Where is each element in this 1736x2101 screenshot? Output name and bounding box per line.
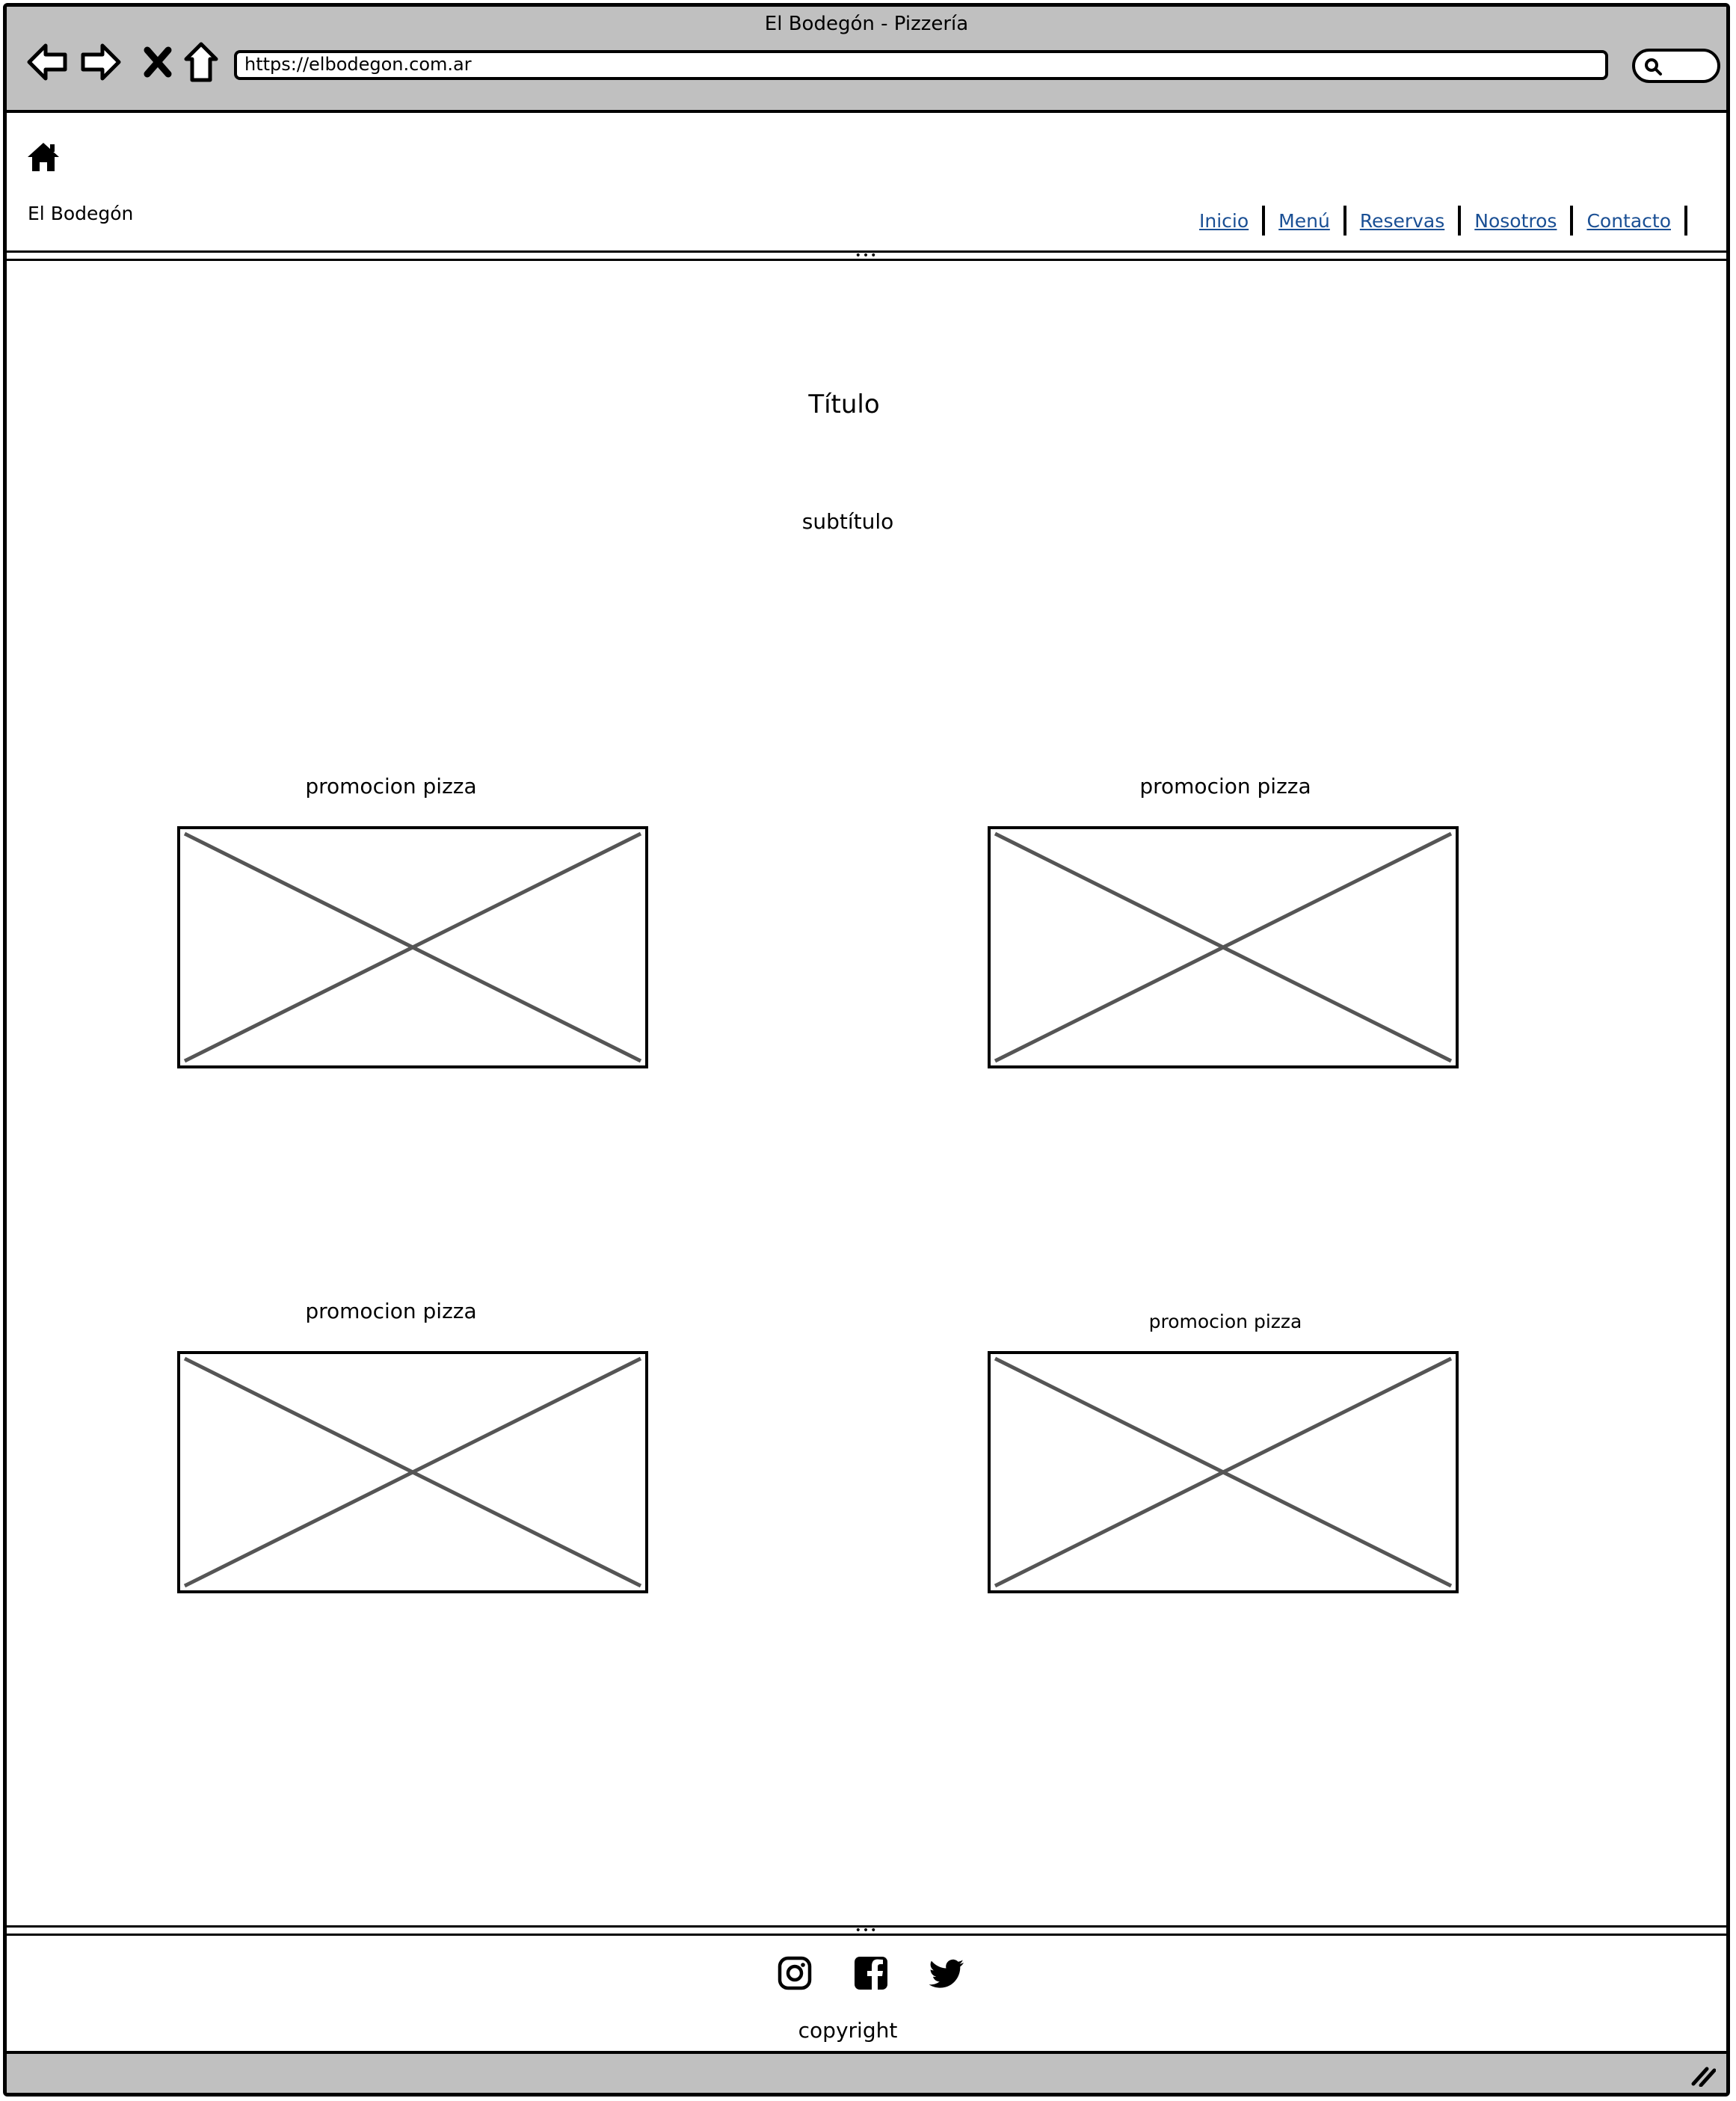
- nav-link-nosotros[interactable]: Nosotros: [1474, 209, 1557, 232]
- close-icon: [144, 46, 172, 78]
- facebook-icon[interactable]: [853, 1955, 889, 1991]
- browser-statusbar: [7, 2051, 1726, 2093]
- nav-link-inicio[interactable]: Inicio: [1199, 209, 1249, 232]
- promo-label: promocion pizza: [305, 774, 477, 799]
- home-button[interactable]: [179, 40, 224, 84]
- promo-label: promocion pizza: [305, 1299, 477, 1323]
- divider-dots: •••: [855, 1925, 878, 1937]
- nav-separator: [1458, 206, 1462, 236]
- nav-link-menu[interactable]: Menú: [1278, 209, 1330, 232]
- twitter-icon[interactable]: [929, 1955, 965, 1991]
- promo-image-placeholder[interactable]: [988, 826, 1459, 1068]
- window-title: El Bodegón - Pizzería: [764, 13, 969, 35]
- promo-label: promocion pizza: [1139, 774, 1311, 799]
- divider-dots: •••: [855, 250, 878, 262]
- forward-arrow-icon: [81, 43, 121, 81]
- site-header: El Bodegón Inicio Menú Reservas Nosotros…: [7, 113, 1726, 255]
- footer-divider: •••: [7, 1925, 1726, 1936]
- back-arrow-icon: [27, 43, 67, 81]
- home-outline-icon: [184, 42, 218, 82]
- address-bar[interactable]: https://elbodegon.com.ar: [234, 50, 1608, 80]
- promo-label: promocion pizza: [1148, 1311, 1302, 1332]
- nav-separator: [1684, 206, 1687, 236]
- forward-button[interactable]: [79, 40, 123, 84]
- home-icon[interactable]: [26, 141, 61, 173]
- browser-search-field[interactable]: [1632, 49, 1720, 83]
- nav-separator: [1570, 206, 1574, 236]
- header-divider: •••: [7, 250, 1726, 261]
- page-subtitle: subtítulo: [801, 509, 894, 534]
- browser-toolbar: El Bodegón - Pizzería https://elbodegon.…: [7, 7, 1726, 113]
- promo-image-placeholder[interactable]: [177, 1351, 648, 1593]
- nav-separator: [1343, 206, 1346, 236]
- instagram-icon[interactable]: [777, 1955, 813, 1991]
- promo-image-placeholder[interactable]: [988, 1351, 1459, 1593]
- search-icon: [1645, 58, 1662, 76]
- nav-separator: [1262, 206, 1266, 236]
- promo-image-placeholder[interactable]: [177, 826, 648, 1068]
- back-button[interactable]: [25, 40, 70, 84]
- page-title: Título: [808, 390, 880, 419]
- main-navigation: Inicio Menú Reservas Nosotros Contacto: [1186, 206, 1687, 236]
- nav-link-reservas[interactable]: Reservas: [1359, 209, 1445, 232]
- stop-button[interactable]: [135, 40, 180, 84]
- resize-grip-icon[interactable]: [1690, 2064, 1716, 2087]
- browser-window: El Bodegón - Pizzería https://elbodegon.…: [3, 3, 1730, 2097]
- site-brand: El Bodegón: [28, 203, 134, 224]
- nav-link-contacto[interactable]: Contacto: [1586, 209, 1671, 232]
- site-footer: copyright: [7, 1936, 1726, 2063]
- copyright-text: copyright: [798, 2018, 898, 2043]
